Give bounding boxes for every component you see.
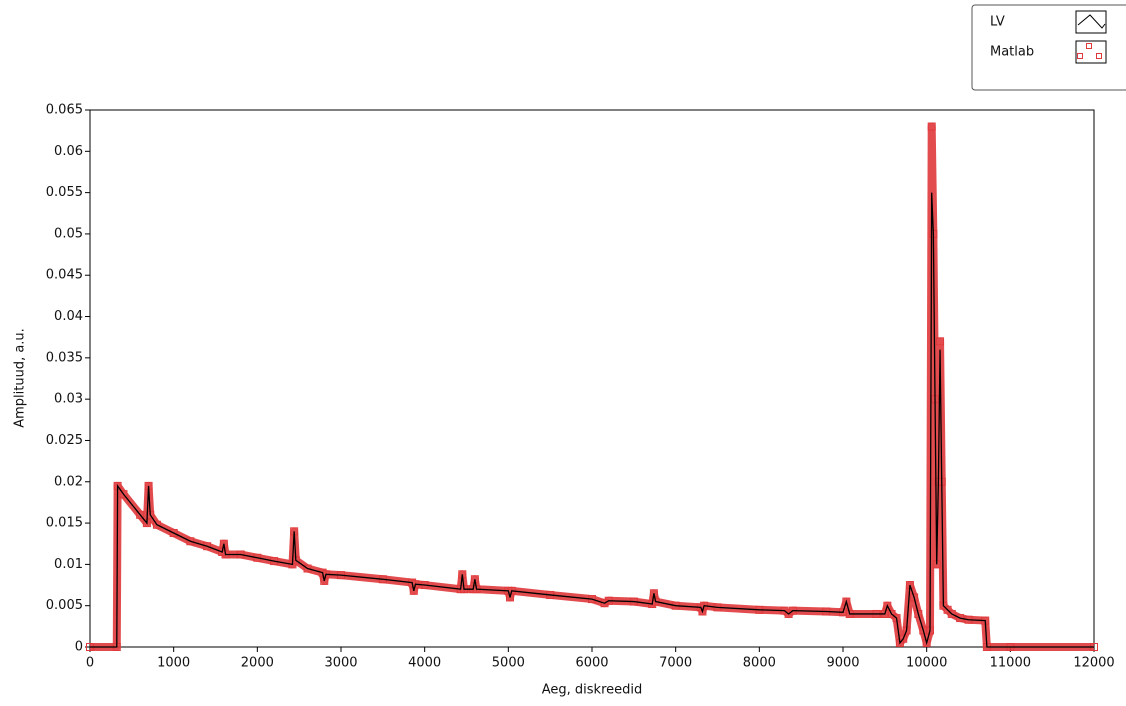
x-tick-label: 11000 <box>990 656 1031 671</box>
x-tick-label: 8000 <box>743 656 776 671</box>
marker <box>303 564 312 573</box>
series-line <box>90 192 1094 648</box>
y-tick-label: 0.055 <box>46 185 83 200</box>
marker <box>910 593 919 602</box>
x-axis-label: Aeg, diskreedid <box>542 683 643 698</box>
marker <box>203 542 212 551</box>
marker <box>253 553 262 562</box>
y-tick-label: 0.05 <box>54 226 83 241</box>
marker <box>169 528 178 537</box>
y-tick-label: 0.04 <box>54 309 83 324</box>
legend-icon <box>1077 14 1106 29</box>
marker <box>922 638 931 647</box>
legend-icon <box>1077 53 1083 59</box>
marker <box>883 601 892 610</box>
y-tick-label: 0.01 <box>54 557 83 572</box>
y-tick-label: 0.015 <box>46 516 83 531</box>
x-tick-label: 1000 <box>157 656 190 671</box>
x-tick-label: 5000 <box>492 656 525 671</box>
marker <box>152 520 161 529</box>
legend-icon-box <box>1075 10 1107 34</box>
y-tick-label: 0.025 <box>46 433 83 448</box>
y-axis-label: Amplituud, a.u. <box>13 328 28 428</box>
legend-icon <box>1096 53 1102 59</box>
marker <box>698 607 707 616</box>
marker <box>936 337 945 346</box>
legend-icon-box <box>1075 40 1107 64</box>
y-tick-label: 0.005 <box>46 598 83 613</box>
x-tick-label: 10000 <box>906 656 947 671</box>
y-tick-label: 0.065 <box>46 103 83 118</box>
marker <box>914 609 923 618</box>
y-tick-label: 0.035 <box>46 350 83 365</box>
legend-icon <box>1086 43 1092 49</box>
marker <box>186 537 195 546</box>
marker <box>947 609 956 618</box>
x-tick-label: 7000 <box>659 656 692 671</box>
legend-label: LV <box>990 15 1005 30</box>
marker <box>943 605 952 614</box>
marker <box>927 122 936 131</box>
legend-label: Matlab <box>990 45 1034 60</box>
y-tick-label: 0.045 <box>46 268 83 283</box>
y-tick-label: 0.03 <box>54 392 83 407</box>
y-tick-label: 0.06 <box>54 144 83 159</box>
marker <box>600 599 609 608</box>
y-tick-label: 0.02 <box>54 474 83 489</box>
x-tick-label: 0 <box>86 656 94 671</box>
x-tick-label: 3000 <box>324 656 357 671</box>
x-tick-label: 2000 <box>241 656 274 671</box>
marker <box>119 490 128 499</box>
marker <box>136 510 145 519</box>
x-tick-label: 9000 <box>826 656 859 671</box>
marker <box>842 597 851 606</box>
x-tick-label: 6000 <box>575 656 608 671</box>
marker <box>887 609 896 618</box>
x-tick-label: 12000 <box>1073 656 1114 671</box>
x-tick-label: 4000 <box>408 656 441 671</box>
marker <box>956 614 965 623</box>
y-tick-label: 0 <box>75 640 83 655</box>
